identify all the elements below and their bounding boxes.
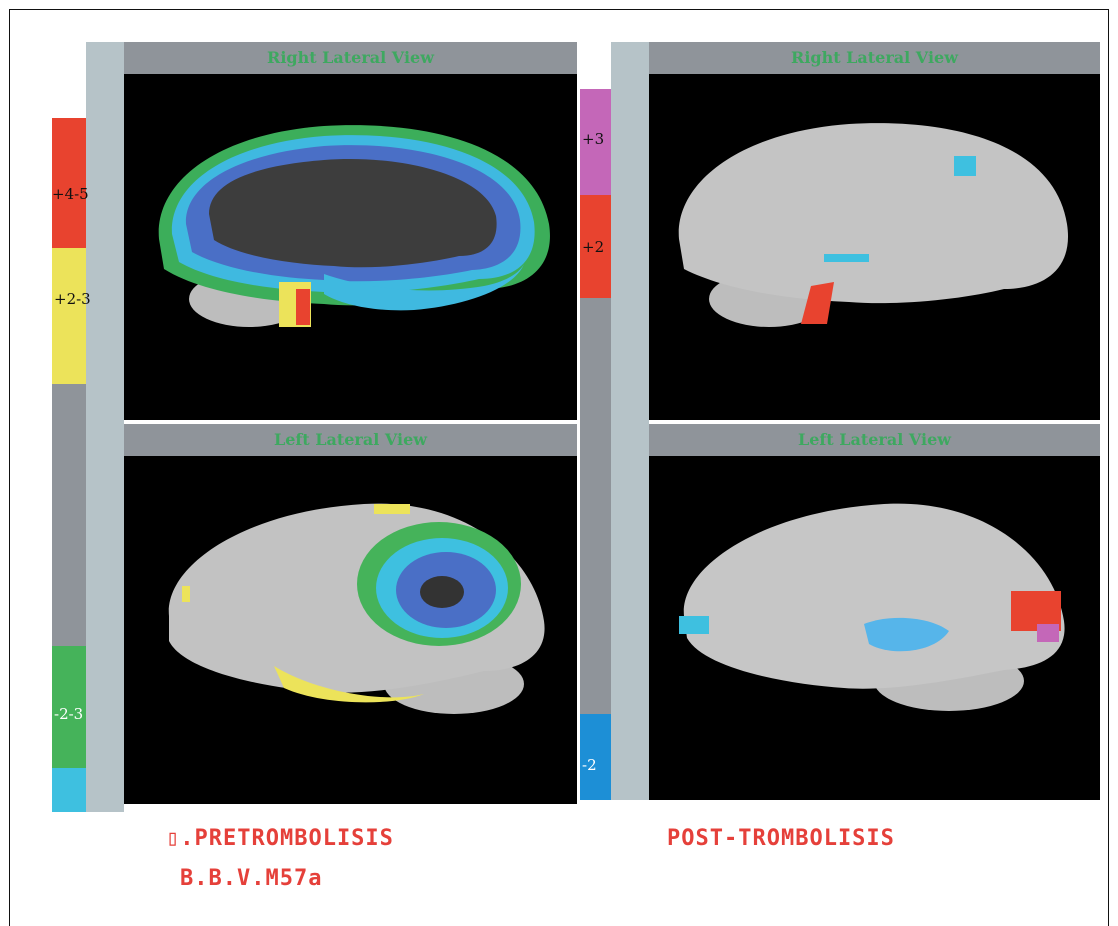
right-color-scale	[580, 42, 611, 800]
scale-red-segment	[580, 195, 611, 298]
scale-yellow-segment	[52, 248, 86, 384]
brain-render-right-lateral-pre	[158, 125, 550, 327]
right-top-brain-view	[649, 74, 1100, 420]
scale-green-segment	[52, 646, 86, 768]
pre-thrombolysis-caption: ▯.PRETROMBOLISIS	[166, 826, 394, 851]
left-color-scale	[52, 42, 86, 812]
scale-label-pos-2: +2	[582, 238, 605, 256]
scale-white-segment	[52, 42, 86, 118]
scale-label-neg-2: -2	[582, 756, 597, 774]
scale-cyan-segment	[52, 768, 86, 812]
scale-blue-segment	[580, 714, 611, 800]
left-top-brain-view	[124, 74, 577, 420]
brain-render-left-lateral-pre	[168, 503, 545, 714]
right-top-panel-title: Right Lateral View	[649, 42, 1100, 74]
scale-gray-segment	[580, 298, 611, 714]
left-scale-spacer	[86, 42, 124, 812]
figure-frame	[9, 9, 1109, 926]
scale-white-segment	[580, 42, 611, 89]
brain-render-right-lateral-post	[678, 123, 1069, 327]
scale-label-pos-3: +3	[582, 130, 605, 148]
post-thrombolysis-caption: POST-TROMBOLISIS	[667, 826, 895, 851]
left-top-panel-title: Right Lateral View	[124, 42, 577, 74]
scale-magenta-segment	[580, 89, 611, 195]
right-scale-spacer	[611, 42, 649, 800]
right-bottom-panel-title: Left Lateral View	[649, 424, 1100, 456]
patient-id-caption: B.B.V.M57a	[180, 866, 323, 891]
left-bottom-brain-view	[124, 456, 577, 804]
brain-render-left-lateral-post	[679, 503, 1065, 711]
scale-label-neg-2-3: -2-3	[54, 705, 84, 723]
scale-gray-segment	[52, 384, 86, 646]
scale-label-pos-2-3: +2-3	[54, 290, 91, 308]
scale-label-pos-4-5: +4-5	[52, 185, 89, 203]
scale-red-segment	[52, 118, 86, 248]
right-bottom-brain-view	[649, 456, 1100, 800]
left-bottom-panel-title: Left Lateral View	[124, 424, 577, 456]
